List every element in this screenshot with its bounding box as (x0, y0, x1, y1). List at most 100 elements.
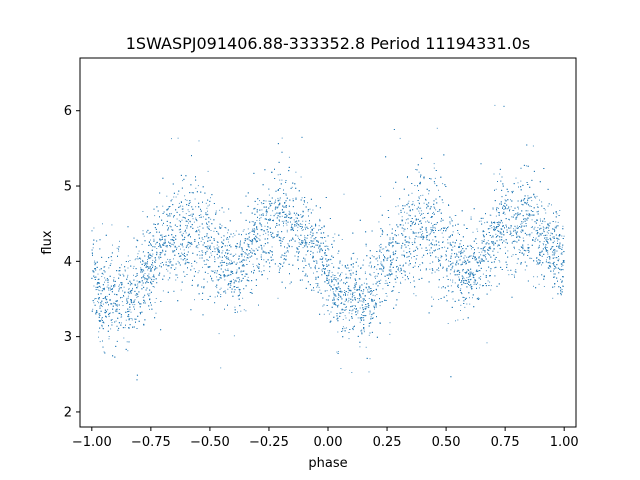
data-point (146, 279, 148, 281)
data-point (372, 313, 374, 315)
data-point (344, 315, 346, 317)
data-point (427, 249, 428, 251)
data-point (312, 209, 314, 211)
data-point (412, 203, 414, 205)
data-point (391, 246, 393, 248)
data-point (452, 279, 454, 281)
data-point (254, 224, 255, 226)
data-point (376, 257, 378, 259)
data-point (180, 289, 182, 291)
data-point (220, 367, 222, 369)
data-point (137, 283, 139, 285)
data-point (128, 288, 130, 290)
data-point (388, 273, 390, 274)
data-point (389, 333, 391, 335)
data-point (437, 248, 439, 250)
data-point (407, 241, 409, 243)
data-point (218, 249, 220, 251)
data-point (214, 296, 216, 298)
data-point (248, 239, 250, 241)
data-point (531, 200, 533, 202)
data-point (547, 250, 549, 252)
data-point (129, 292, 131, 294)
data-point (234, 234, 236, 236)
data-point (397, 205, 399, 207)
data-point (478, 256, 480, 257)
data-point (431, 252, 433, 254)
scatter-points (91, 104, 565, 381)
data-point (226, 275, 228, 277)
data-point (537, 232, 539, 234)
data-point (247, 276, 249, 278)
data-point (539, 199, 540, 201)
data-point (99, 290, 101, 292)
data-point (158, 258, 160, 260)
data-point (344, 290, 346, 291)
data-point (489, 281, 491, 283)
data-point (257, 203, 259, 205)
data-point (171, 199, 173, 201)
data-point (445, 259, 447, 261)
data-point (249, 232, 251, 233)
data-point (373, 305, 375, 307)
data-point (270, 251, 272, 253)
data-point (531, 219, 533, 221)
data-point (124, 292, 126, 294)
data-point (554, 266, 556, 268)
data-point (99, 341, 101, 343)
data-point (120, 316, 122, 318)
data-point (525, 165, 527, 167)
data-point (438, 270, 440, 272)
data-point (479, 270, 481, 272)
data-point (143, 270, 145, 272)
data-point (414, 240, 416, 242)
data-point (138, 250, 140, 252)
data-point (459, 245, 460, 247)
data-point (277, 265, 279, 267)
data-point (547, 205, 549, 207)
data-point (463, 297, 465, 298)
data-point (315, 260, 317, 262)
data-point (555, 221, 557, 223)
data-point (159, 231, 160, 233)
data-point (188, 211, 190, 213)
data-point (267, 234, 269, 236)
data-point (198, 270, 200, 272)
data-point (497, 245, 499, 247)
data-point (336, 280, 338, 282)
data-point (291, 225, 292, 227)
data-point (232, 236, 234, 238)
data-point (210, 236, 212, 238)
data-point (242, 270, 244, 272)
data-point (455, 320, 456, 322)
data-point (277, 235, 279, 237)
data-point (415, 169, 417, 170)
data-point (243, 309, 245, 311)
data-point (141, 243, 143, 245)
data-point (236, 269, 238, 271)
data-point (544, 246, 546, 248)
data-point (184, 199, 186, 201)
data-point (509, 230, 511, 232)
data-point (319, 218, 321, 220)
data-point (487, 240, 489, 242)
data-point (243, 251, 244, 252)
data-point (166, 246, 168, 248)
data-point (469, 297, 470, 299)
data-point (277, 212, 279, 214)
data-point (536, 211, 538, 213)
data-point (449, 236, 451, 238)
data-point (152, 253, 154, 255)
data-point (397, 269, 399, 271)
data-point (536, 195, 538, 197)
data-point (385, 280, 387, 282)
data-point (535, 230, 537, 232)
data-point (550, 265, 551, 267)
data-point (186, 199, 188, 201)
data-point (442, 241, 444, 243)
data-point (290, 213, 292, 215)
data-point (472, 231, 474, 233)
data-point (451, 291, 453, 293)
data-point (283, 207, 285, 208)
data-point (359, 307, 361, 309)
